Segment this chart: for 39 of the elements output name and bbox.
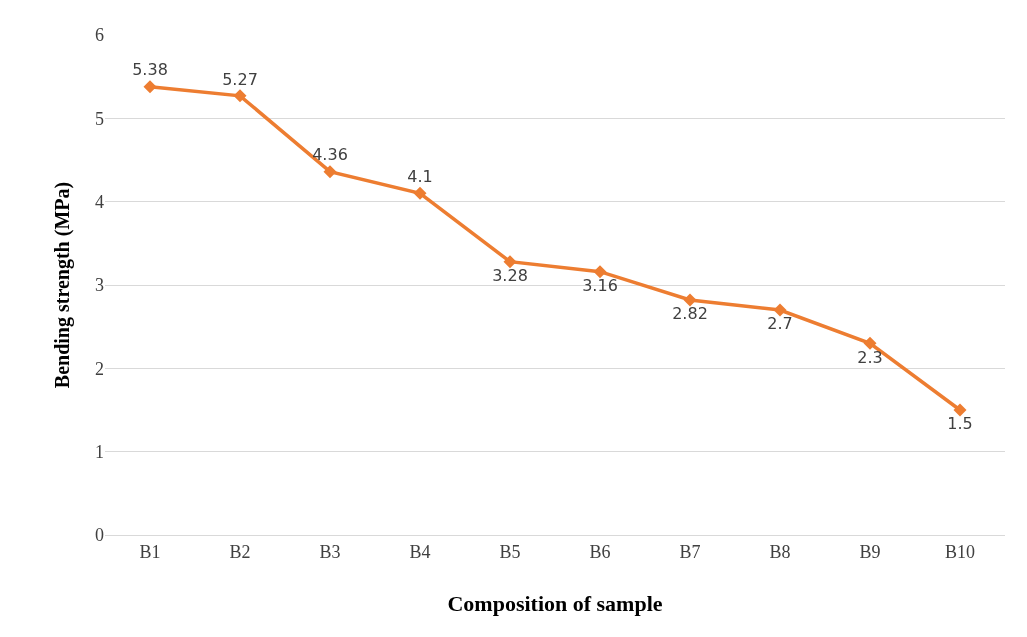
point — [953, 403, 967, 417]
point — [863, 336, 877, 350]
x-tick-label: B9 — [859, 541, 881, 562]
x-tick-label: B4 — [409, 541, 431, 562]
y-axis-title: Bending strength (MPa) — [50, 181, 74, 389]
x-tick-label: B10 — [944, 541, 976, 562]
x-tick-label: B2 — [229, 541, 251, 562]
x-tick-label: B1 — [139, 541, 161, 562]
data-label: 5.27 — [222, 69, 258, 89]
data-label: 2.82 — [672, 304, 708, 324]
x-tick-label: B7 — [679, 541, 701, 562]
y-tick-label: 6 — [95, 25, 104, 46]
point — [323, 165, 337, 179]
point — [593, 265, 607, 279]
x-tick-label: B8 — [769, 541, 791, 562]
data-label: 5.38 — [132, 60, 168, 80]
point — [503, 255, 517, 269]
y-tick-label: 3 — [95, 275, 104, 296]
data-label: 1.5 — [947, 414, 973, 434]
data-label: 3.28 — [492, 265, 528, 285]
data-label: 4.1 — [407, 167, 433, 187]
point — [413, 186, 427, 200]
data-label: 3.16 — [582, 275, 618, 295]
point — [233, 89, 247, 103]
x-axis-title: Composition of sample — [447, 591, 663, 617]
point — [143, 80, 157, 94]
data-label: 4.36 — [312, 145, 348, 165]
point — [773, 303, 787, 317]
y-tick-label: 4 — [95, 191, 104, 212]
x-tick-label: B6 — [589, 541, 611, 562]
x-tick-label: B5 — [499, 541, 521, 562]
y-tick-label: 2 — [95, 358, 104, 379]
y-tick-label: 0 — [95, 525, 104, 546]
x-tick-label: B3 — [319, 541, 341, 562]
data-label: 2.3 — [857, 347, 883, 367]
data-label: 2.7 — [767, 314, 793, 334]
y-tick-label: 1 — [95, 441, 104, 462]
point — [683, 293, 697, 307]
y-tick-label: 5 — [95, 108, 104, 129]
